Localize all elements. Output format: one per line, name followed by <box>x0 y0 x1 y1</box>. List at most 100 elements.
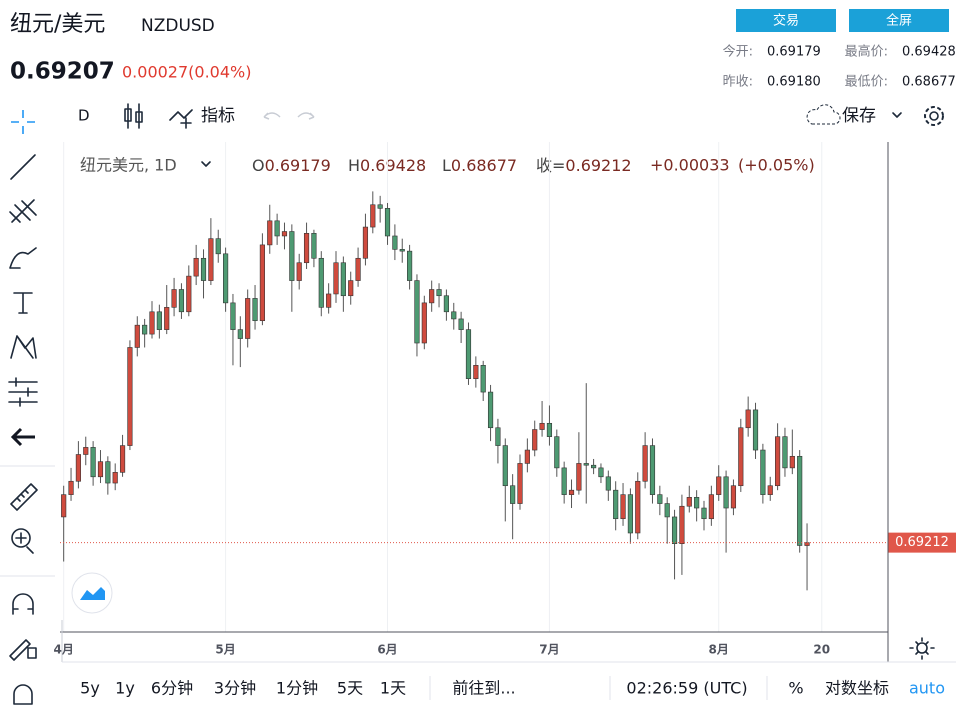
trade-label[interactable]: 交易 <box>773 13 799 29</box>
lock-tool[interactable] <box>9 639 37 661</box>
range-button[interactable]: 5y <box>80 679 100 698</box>
interval[interactable]: D <box>78 107 90 125</box>
candle-body <box>532 429 538 451</box>
cloud-icon[interactable] <box>806 104 841 125</box>
indicators[interactable]: 指标 <box>201 106 235 126</box>
candle-body <box>200 257 207 281</box>
goto-date[interactable]: 前往到... <box>452 679 515 698</box>
candle-body <box>68 480 74 495</box>
candle-body <box>289 231 295 281</box>
zoom-tool-lens[interactable] <box>11 528 31 548</box>
crosshair-tool[interactable] <box>11 110 35 134</box>
candle-body <box>399 249 405 252</box>
ohlc-legend-value: 0.68677 <box>451 156 517 175</box>
back-tool[interactable] <box>10 427 35 447</box>
candle-body <box>664 503 670 518</box>
price-change: 0.00027(0.04%) <box>122 63 251 82</box>
text-tool[interactable] <box>13 292 33 314</box>
candle-body <box>517 463 523 504</box>
ohlc-legend-label: L <box>442 156 451 175</box>
trade-button[interactable] <box>736 9 836 32</box>
candle-body <box>340 262 346 297</box>
candle-body <box>296 262 302 281</box>
log-toggle[interactable]: 对数坐标 <box>825 679 889 698</box>
candle-body <box>583 463 589 466</box>
candle-body <box>752 409 759 451</box>
magnet-tool[interactable] <box>12 593 34 615</box>
stat-label: 昨收: <box>723 75 753 90</box>
legend-change-pct: (+0.05%) <box>738 156 815 175</box>
interval-menu-arrow[interactable] <box>201 161 211 167</box>
candle-body <box>119 445 126 473</box>
candle-body <box>429 289 435 304</box>
candle-body <box>186 275 192 313</box>
fib-tool[interactable] <box>9 199 37 223</box>
candle-body <box>554 436 560 469</box>
candle-body <box>178 289 185 313</box>
x-tick-label: 4月 <box>54 643 74 657</box>
ohlc-legend-label: O <box>252 156 265 175</box>
candle-body <box>694 497 700 509</box>
candle-body <box>716 476 722 495</box>
ohlc-legend: L0.68677 <box>442 156 517 175</box>
candle-body <box>171 289 177 308</box>
candle-body <box>362 226 369 259</box>
candle-body <box>112 472 118 484</box>
candle-body <box>679 505 685 544</box>
zoom-tool[interactable] <box>15 532 34 554</box>
range-button[interactable]: 1y <box>115 679 135 698</box>
clock[interactable]: 02:26:59 (UTC) <box>626 679 747 698</box>
range-button[interactable]: 3分钟 <box>214 679 256 698</box>
chart-symbol-label: 纽元美元, 1D <box>80 156 177 175</box>
candle-body <box>311 233 317 259</box>
candle-body <box>245 298 251 339</box>
candle-body <box>355 257 361 281</box>
ohlc-legend: H0.69428 <box>348 156 426 175</box>
settings-icon[interactable] <box>924 106 944 126</box>
candle-body <box>333 262 339 295</box>
candle-body <box>458 318 464 330</box>
chart-style-icon[interactable] <box>124 103 143 129</box>
last-price: 0.69207 <box>10 59 115 85</box>
range-button[interactable]: 1分钟 <box>276 679 318 698</box>
ohlc-legend: 收=0.69212 <box>536 156 632 175</box>
candle-body <box>326 293 332 308</box>
save[interactable]: 保存 <box>842 106 876 126</box>
visibility-tool[interactable] <box>13 684 33 705</box>
candle-body <box>745 409 751 429</box>
pattern-tool[interactable] <box>10 335 37 359</box>
undo-icon[interactable] <box>263 112 281 120</box>
stat-value: 0.69179 <box>767 45 821 60</box>
candle-body <box>730 485 737 509</box>
candle-body <box>451 311 457 320</box>
stat-value: 0.69180 <box>767 75 821 90</box>
brush-tool[interactable] <box>9 247 37 269</box>
trendline-tool[interactable] <box>10 154 36 180</box>
ohlc-legend-value: 0.69428 <box>360 156 426 175</box>
candle-body <box>495 427 501 446</box>
range-button[interactable]: 6分钟 <box>151 679 193 698</box>
ruler-tool[interactable] <box>10 483 38 511</box>
candle-body <box>605 476 611 491</box>
candle-body <box>649 445 656 495</box>
save-menu-arrow[interactable] <box>892 112 902 118</box>
prediction-tool[interactable] <box>8 377 38 407</box>
axis-settings-icon[interactable] <box>909 637 935 660</box>
candle-body <box>392 235 398 250</box>
auto-toggle[interactable]: auto <box>909 679 945 698</box>
x-tick-label: 5月 <box>215 643 235 657</box>
axis-settings-icon-core[interactable] <box>916 642 928 654</box>
candle-body <box>223 253 229 304</box>
indicator-icon[interactable] <box>169 109 193 129</box>
ohlc-legend-value: 0.69179 <box>265 156 331 175</box>
fullscreen-label[interactable]: 全屏 <box>886 13 912 29</box>
percent-toggle[interactable]: % <box>788 679 803 698</box>
fullscreen-button[interactable] <box>849 9 949 32</box>
redo-icon[interactable] <box>297 112 315 120</box>
range-button[interactable]: 5天 <box>337 679 363 698</box>
candle-body <box>230 302 236 330</box>
x-tick-label: 6月 <box>377 643 397 657</box>
range-button[interactable]: 1天 <box>380 679 406 698</box>
candle-body <box>473 365 479 379</box>
